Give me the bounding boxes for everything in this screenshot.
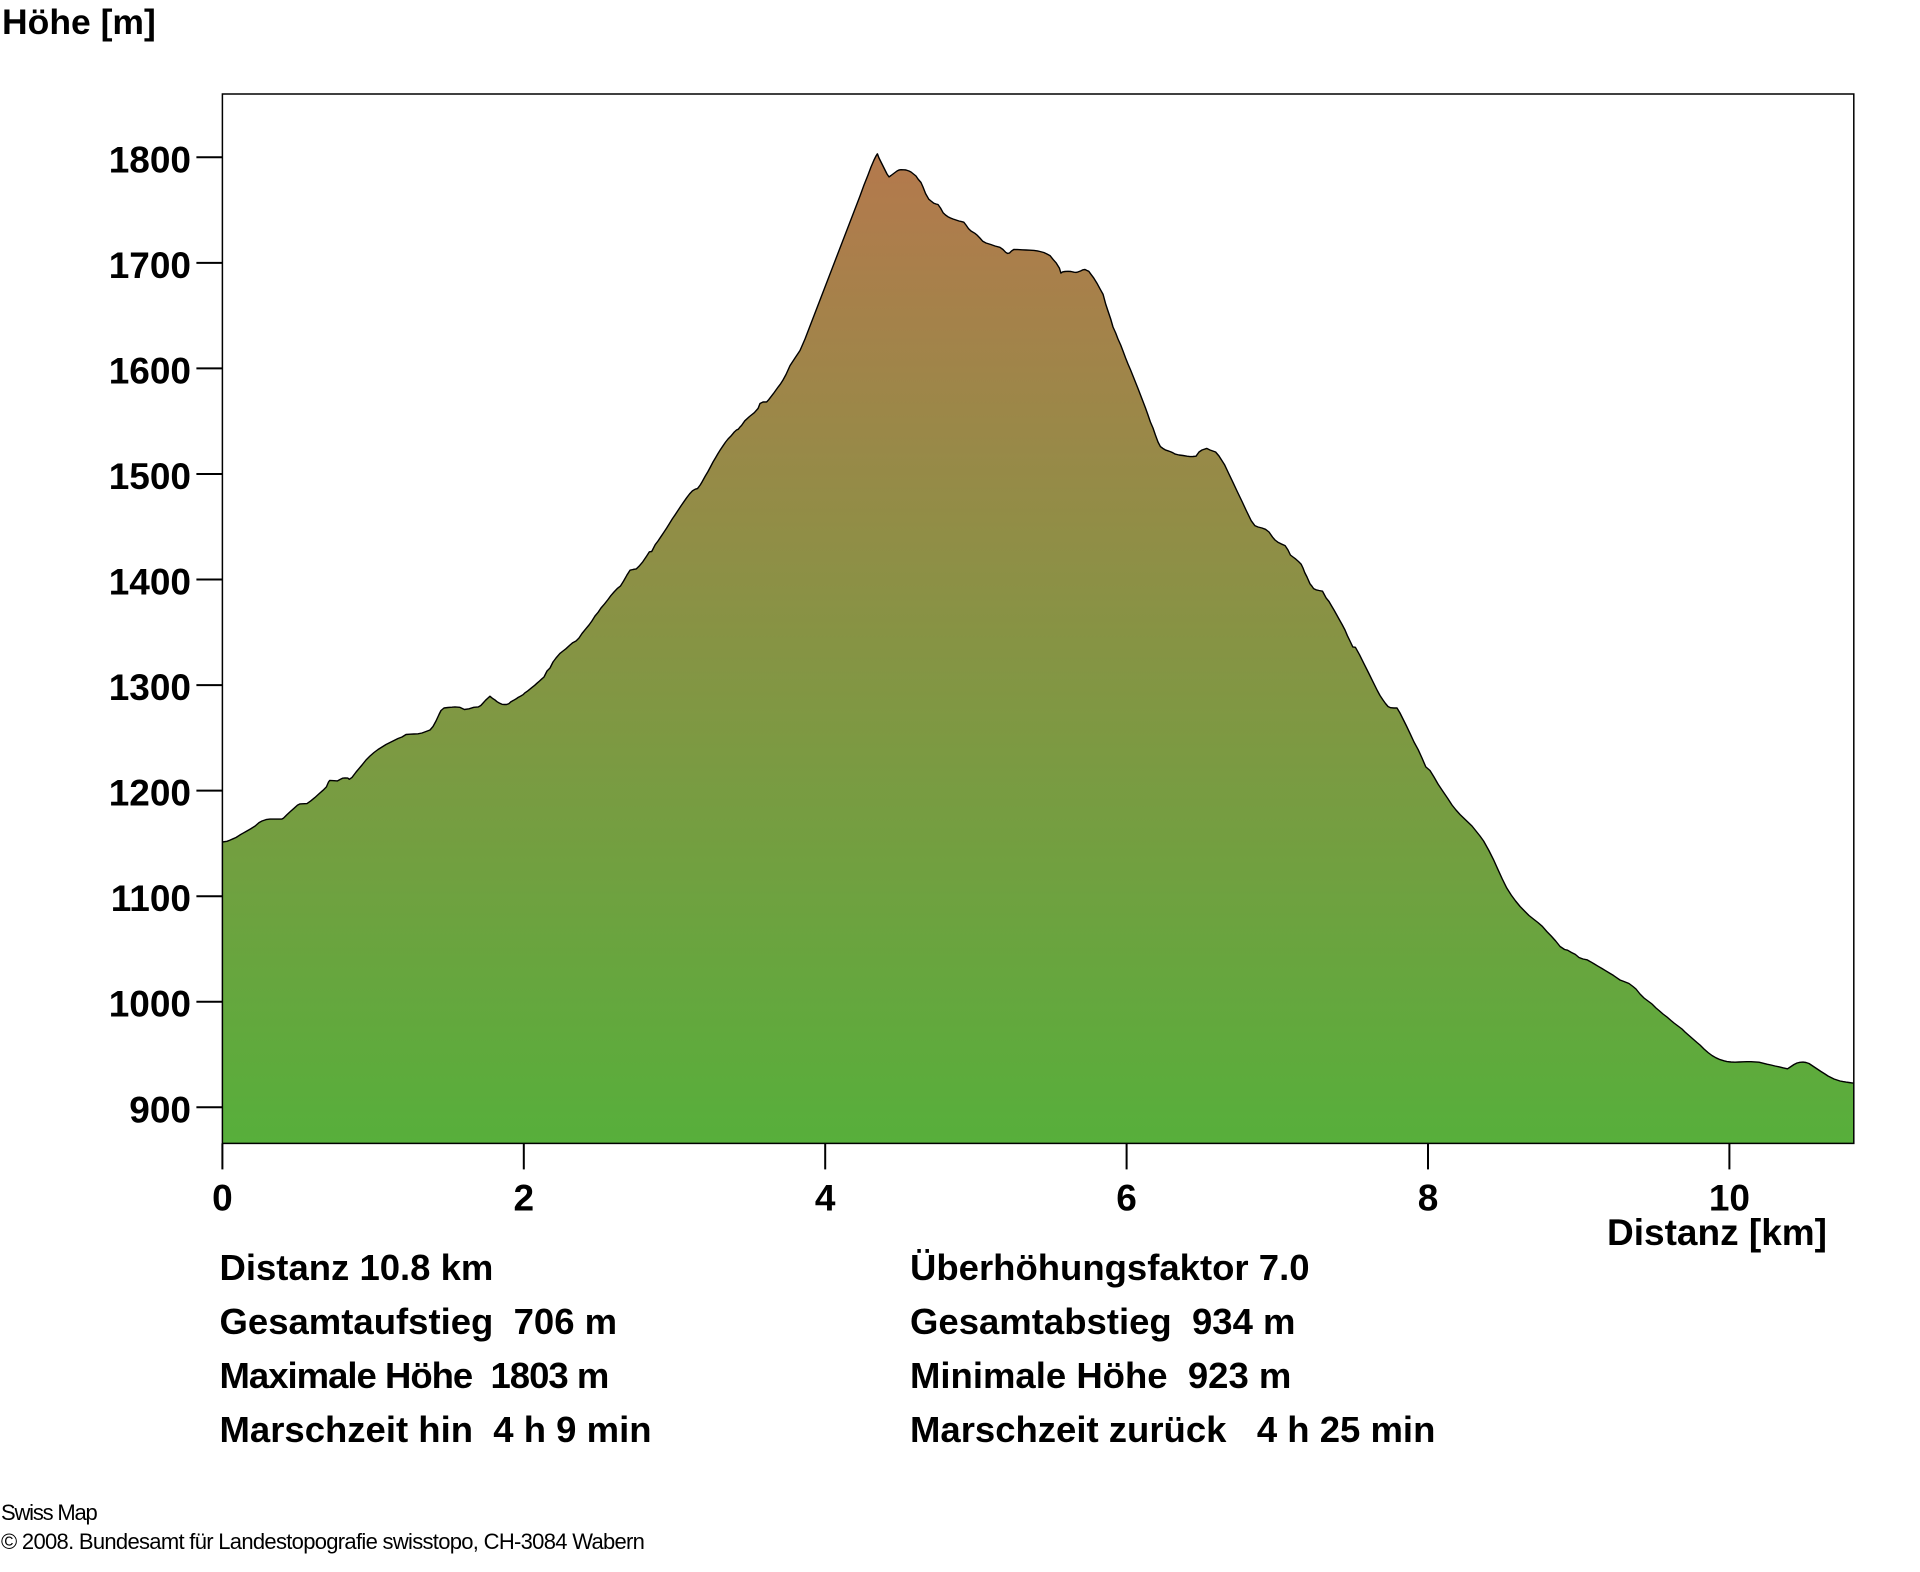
svg-text:Marschzeit hin 4 h 9 min: Marschzeit hin 4 h 9 min bbox=[220, 1409, 652, 1450]
svg-text:4: 4 bbox=[815, 1178, 836, 1219]
svg-text:1800: 1800 bbox=[109, 139, 191, 180]
svg-text:900: 900 bbox=[129, 1089, 191, 1130]
svg-text:© 2008. Bundesamt für Landesto: © 2008. Bundesamt für Landestopografie s… bbox=[1, 1529, 644, 1554]
svg-text:1700: 1700 bbox=[109, 245, 191, 286]
svg-text:Distanz [km]: Distanz [km] bbox=[1607, 1212, 1827, 1253]
svg-text:1100: 1100 bbox=[111, 878, 191, 919]
svg-text:6: 6 bbox=[1116, 1178, 1137, 1219]
svg-text:Maximale Höhe 1803 m: Maximale Höhe 1803 m bbox=[220, 1355, 609, 1396]
svg-text:1200: 1200 bbox=[109, 773, 191, 814]
svg-text:0: 0 bbox=[212, 1178, 233, 1219]
svg-text:10: 10 bbox=[1709, 1178, 1750, 1219]
svg-text:Gesamtaufstieg 706 m: Gesamtaufstieg 706 m bbox=[220, 1301, 618, 1342]
svg-text:Distanz 10.8 km: Distanz 10.8 km bbox=[220, 1247, 494, 1288]
svg-text:2: 2 bbox=[514, 1178, 535, 1219]
svg-text:Überhöhungsfaktor 7.0: Überhöhungsfaktor 7.0 bbox=[910, 1247, 1310, 1288]
svg-text:1500: 1500 bbox=[109, 456, 191, 497]
svg-text:Minimale Höhe 923 m: Minimale Höhe 923 m bbox=[910, 1355, 1291, 1396]
svg-text:8: 8 bbox=[1418, 1178, 1439, 1219]
svg-text:1400: 1400 bbox=[109, 562, 191, 603]
svg-text:1600: 1600 bbox=[109, 350, 191, 391]
svg-text:1000: 1000 bbox=[109, 984, 191, 1025]
svg-text:Swiss Map: Swiss Map bbox=[1, 1500, 98, 1525]
svg-text:Marschzeit zurück 4 h 25 min: Marschzeit zurück 4 h 25 min bbox=[910, 1409, 1435, 1450]
svg-text:1300: 1300 bbox=[109, 667, 191, 708]
svg-text:Höhe [m]: Höhe [m] bbox=[2, 2, 156, 42]
svg-text:Gesamtabstieg 934 m: Gesamtabstieg 934 m bbox=[910, 1301, 1295, 1342]
